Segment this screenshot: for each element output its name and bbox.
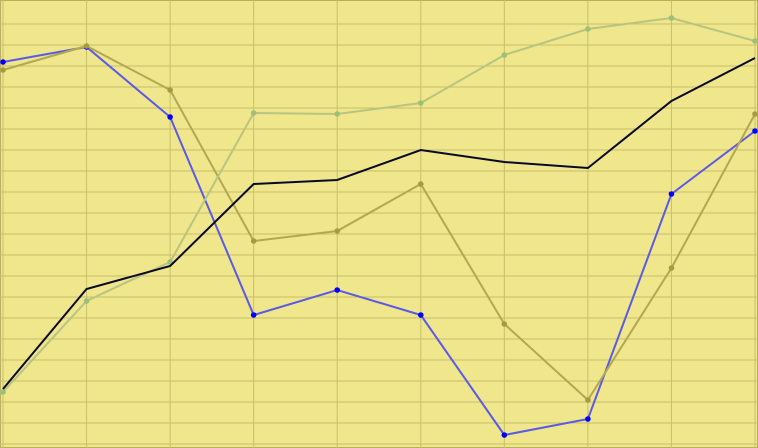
point [334, 228, 341, 234]
point [417, 312, 424, 318]
point [250, 312, 257, 318]
point [585, 26, 591, 32]
point [334, 287, 341, 293]
point [752, 38, 758, 44]
point [250, 110, 257, 116]
point [0, 389, 6, 395]
point [752, 111, 758, 117]
point [334, 111, 341, 117]
point [668, 265, 675, 271]
point [417, 181, 424, 187]
point [0, 59, 6, 65]
series-line [2, 57, 756, 390]
point [83, 298, 90, 304]
point [585, 397, 591, 403]
series-line [2, 16, 756, 393]
series-line [2, 45, 756, 437]
point [752, 128, 758, 134]
point [501, 52, 508, 58]
point [668, 191, 675, 197]
point [250, 238, 257, 244]
point [585, 416, 591, 422]
point [501, 321, 508, 327]
point [167, 87, 173, 93]
point [167, 114, 173, 120]
series-line [2, 44, 756, 402]
point [0, 67, 6, 73]
point [83, 43, 90, 49]
point [668, 15, 675, 21]
point [501, 432, 508, 438]
point [417, 100, 424, 106]
